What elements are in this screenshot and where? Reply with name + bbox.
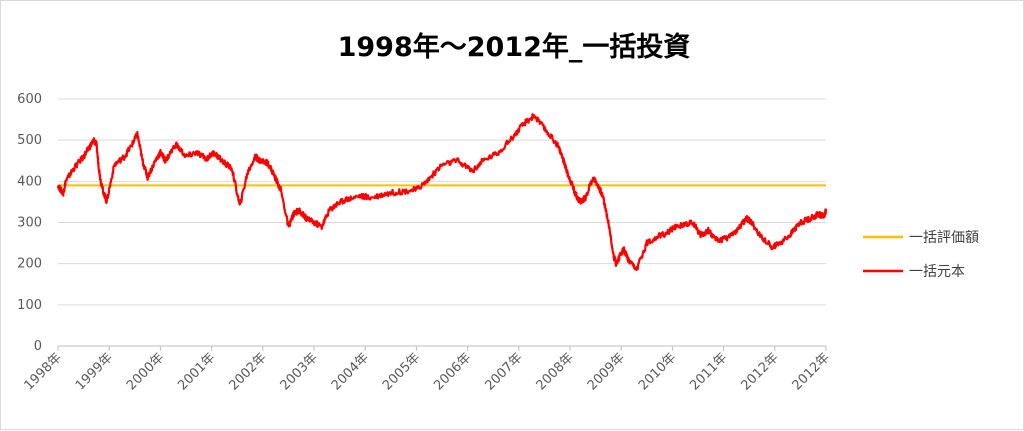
y-axis-ticks: 0 100 200 300 400 500 600 [17, 92, 42, 354]
x-tick-label: 2011年 [687, 350, 730, 393]
x-tick-label: 2001年 [175, 350, 218, 393]
x-axis-ticks: 1998年 1999年 2000年 2001年 2002年 2003年 2004年 2005年… [22, 346, 833, 393]
grid [58, 98, 826, 347]
x-tick-label: 2007年 [482, 350, 525, 393]
legend-label-1: 一括元本 [909, 264, 965, 280]
y-tick-label: 300 [17, 216, 42, 231]
x-tick-label: 2010年 [636, 350, 679, 393]
y-tick-label: 100 [17, 298, 42, 313]
y-tick-label: 600 [17, 92, 42, 107]
legend-label-0: 一括評価額 [909, 230, 979, 246]
x-tick-label: 2008年 [534, 350, 577, 393]
y-tick-label: 0 [34, 339, 42, 354]
series-group [56, 113, 828, 272]
x-tick-label: 2003年 [278, 350, 321, 393]
x-tick-label: 2004年 [329, 350, 372, 393]
chart-title: 1998年～2012年_一括投資 [338, 31, 691, 63]
x-tick-label: 2009年 [585, 350, 628, 393]
x-tick-label: 2002年 [226, 350, 269, 393]
series-line-1 [56, 113, 828, 272]
x-tick-label: 2006年 [431, 350, 474, 393]
x-tick-label: 2012年 [790, 350, 833, 393]
x-tick-label: 1999年 [73, 350, 116, 393]
y-tick-label: 200 [17, 257, 42, 272]
x-tick-label: 2012年 [738, 350, 781, 393]
y-tick-label: 400 [17, 174, 42, 189]
x-tick-label: 1998年 [22, 350, 65, 393]
x-tick-label: 2005年 [380, 350, 423, 393]
x-tick-label: 2000年 [124, 350, 167, 393]
y-tick-label: 500 [17, 133, 42, 148]
